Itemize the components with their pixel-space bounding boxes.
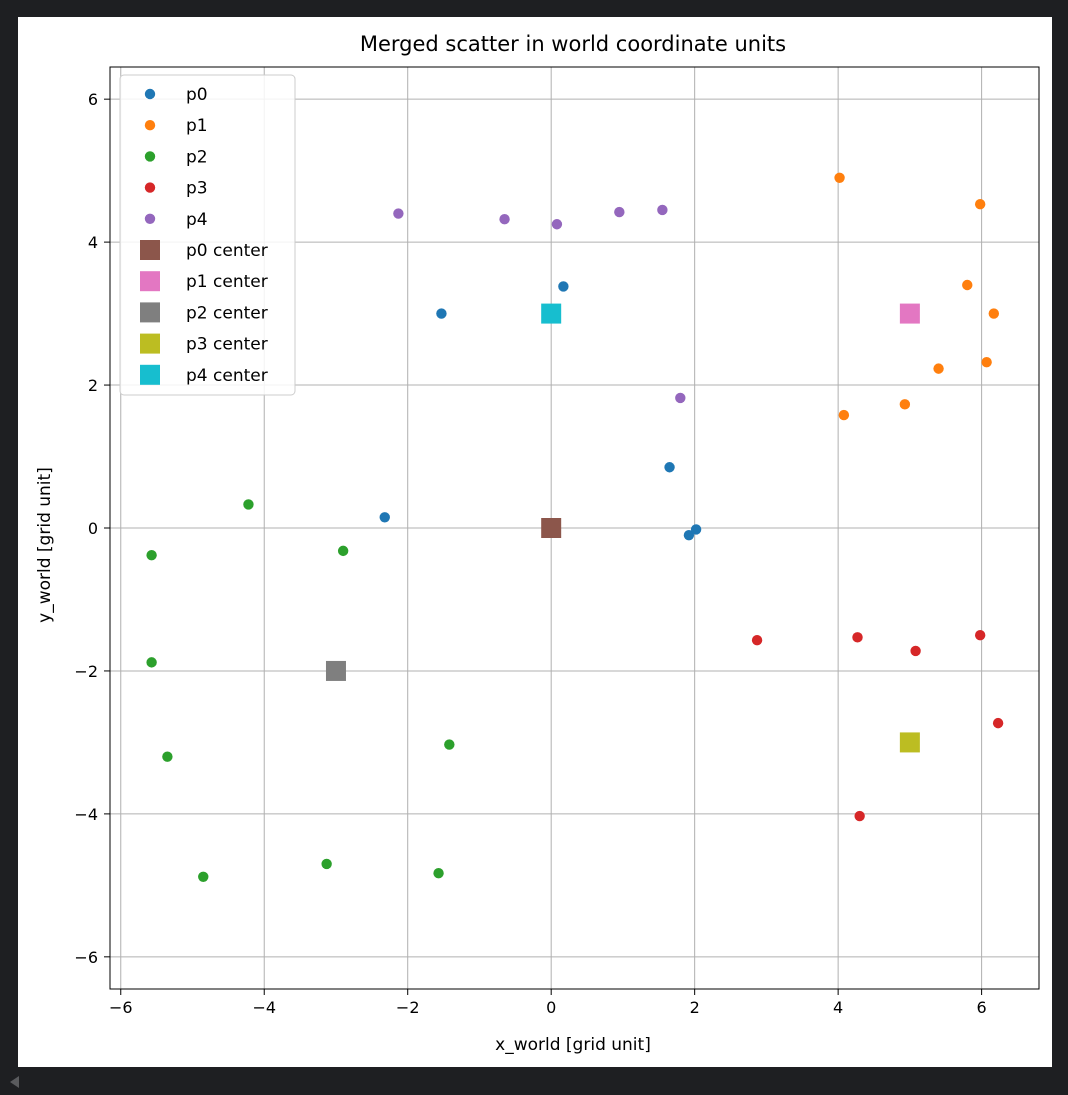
p1-point (988, 308, 1000, 319)
y-tick-label: −2 (74, 662, 98, 681)
x-tick-label: −6 (109, 998, 133, 1017)
p4-point (393, 208, 404, 219)
chart-figure: −6 −4 −2 0 2 4 6 −6 −4 −2 0 2 4 6 Merged scatter in w… (18, 17, 1052, 1067)
p4-point (657, 204, 668, 216)
legend-p3-label: p3 (186, 179, 208, 199)
legend-p3-swatch (144, 182, 156, 193)
legend-p4-center-swatch (140, 364, 160, 385)
x-axis-label: x_world [grid unit] (495, 1035, 651, 1055)
y-tick-label: −6 (74, 948, 98, 967)
legend-p1-swatch (144, 120, 156, 131)
y-tick-label: 0 (88, 519, 98, 538)
p0-point (379, 512, 390, 523)
legend-p1-center-label: p1 center (186, 272, 268, 292)
legend-p2-label: p2 (186, 147, 208, 167)
legend-p1-label: p1 (186, 116, 208, 136)
p1-point (838, 409, 850, 421)
p2-point (146, 657, 157, 668)
p2-point (162, 751, 173, 762)
p4-point (675, 392, 686, 404)
p2-center-marker (325, 660, 346, 681)
x-tick-label: −2 (396, 998, 420, 1017)
p2-point (243, 499, 254, 510)
legend-p2-center-label: p2 center (186, 303, 268, 323)
p0-point (690, 524, 702, 535)
x-tick-label: 2 (690, 998, 700, 1017)
p4-center-marker (541, 303, 562, 324)
chart-title: Merged scatter in world coordinate units (360, 32, 786, 56)
scatter-chart: −6 −4 −2 0 2 4 6 −6 −4 −2 0 2 4 6 Merged scatter in w… (35, 32, 1040, 1055)
y-tick-label: 6 (88, 90, 98, 109)
p3-point (751, 635, 763, 646)
p1-point (962, 279, 973, 291)
p2-point (146, 549, 157, 561)
legend-p3-center-label: p3 center (186, 335, 268, 355)
x-tick-label: 6 (977, 998, 987, 1017)
p2-point (198, 871, 209, 882)
p4-point (499, 214, 510, 225)
legend-p2-center-swatch (140, 302, 160, 323)
y-tick-label: 4 (88, 233, 98, 252)
p3-point (854, 810, 865, 822)
p2-point (433, 868, 444, 879)
p4-point (614, 206, 625, 218)
p1-point (933, 363, 944, 374)
p1-point (974, 199, 986, 210)
legend-p0-swatch (144, 88, 156, 100)
p2-point (337, 545, 349, 557)
legend-p4-swatch (144, 213, 156, 224)
p0-center-marker (541, 518, 562, 538)
p0-point (683, 529, 695, 541)
p0-point (664, 462, 675, 473)
y-tick-label: −4 (74, 805, 98, 824)
legend-p0-label: p0 (186, 85, 208, 105)
p3-point (992, 717, 1004, 729)
p1-point (899, 399, 911, 410)
p2-point (321, 858, 332, 870)
axis-ticks: −6 −4 −2 0 2 4 6 −6 −4 −2 0 2 4 6 (74, 90, 986, 1017)
x-tick-label: −4 (252, 998, 276, 1017)
data-points (146, 172, 1004, 882)
p3-point (910, 645, 921, 657)
p3-point (852, 632, 863, 643)
legend-p2-swatch (144, 151, 156, 162)
p0-point (436, 308, 447, 319)
p0-point (558, 281, 569, 292)
x-tick-label: 0 (546, 998, 556, 1017)
p1-point (981, 356, 992, 368)
x-tick-label: 4 (833, 998, 843, 1017)
p3-point (974, 630, 986, 641)
y-tick-label: 2 (88, 376, 98, 395)
legend-box (119, 74, 296, 396)
legend-p3-center-swatch (140, 333, 160, 354)
p3-center-marker (899, 732, 920, 753)
p1-point (834, 172, 845, 183)
y-axis-label: y_world [grid unit] (35, 467, 55, 623)
legend: p0 p1 p2 p3 p4 p0 center p1 center p2 center p3 … (119, 74, 296, 396)
p4-point (551, 219, 563, 230)
legend-p1-center-swatch (140, 271, 160, 292)
p2-point (444, 739, 455, 750)
legend-p4-label: p4 (186, 210, 208, 230)
plot-frame (109, 66, 1040, 990)
legend-p4-center-label: p4 center (186, 366, 268, 386)
p1-center-marker (899, 303, 920, 324)
scroll-left-icon[interactable] (10, 1076, 19, 1088)
legend-p0-center-label: p0 center (186, 241, 268, 261)
legend-p0-center-swatch (140, 240, 160, 260)
